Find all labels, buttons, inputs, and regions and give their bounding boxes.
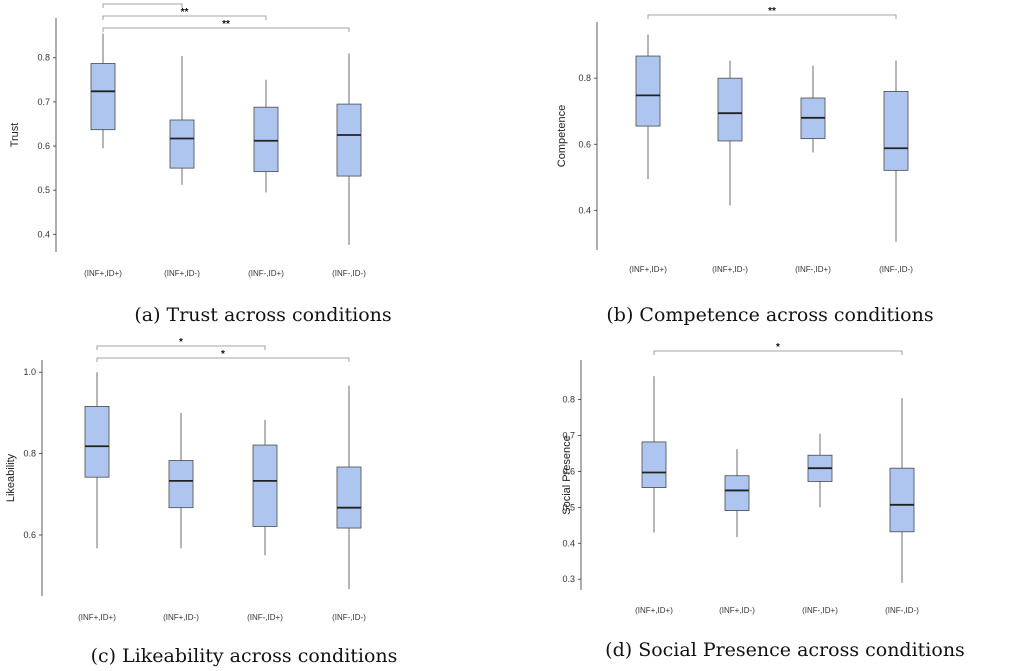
trust-y-tick-label: 0.7 — [37, 97, 50, 107]
likeability-significance-bracket — [96, 345, 266, 350]
competence-significance-bracket — [647, 14, 897, 19]
social-presence-y-tick-label: 0.3 — [562, 574, 575, 584]
likeability-box-4 — [336, 385, 362, 590]
likeability-significance-label: * — [221, 349, 225, 360]
social-presence-box-4 — [889, 398, 915, 583]
competence-significance-label: ** — [768, 6, 776, 17]
iqr-box — [169, 119, 195, 169]
social-presence-y-axis-label: Social Presence — [561, 435, 573, 515]
iqr-box — [635, 55, 661, 127]
trust-box-3 — [253, 79, 279, 193]
likeability-y-tick-label: 0.6 — [23, 530, 36, 540]
trust-box-2 — [169, 55, 195, 185]
competence-x-tick-label: (INF-,ID+) — [795, 265, 831, 274]
iqr-box — [90, 63, 116, 131]
likeability-panel: (c) Likeability across conditions 0.6 0.8… — [5, 337, 397, 667]
social-presence-y-tick-label: 0.5 — [562, 502, 575, 512]
iqr-box — [252, 444, 278, 527]
trust-x-tick-label: (INF+,ID+) — [84, 269, 122, 278]
likeability-box-3 — [252, 419, 278, 556]
trust-x-tick-label: (INF-,ID-) — [332, 269, 366, 278]
social-presence-y-tick-label: 0.7 — [562, 430, 575, 440]
iqr-box — [168, 460, 194, 509]
likeability-y-tick-label: 0.8 — [23, 449, 36, 459]
competence-y-tick-label: 0.6 — [578, 139, 591, 149]
social-presence-x-tick-label: (INF-,ID+) — [802, 606, 838, 615]
trust-y-tick-label: 0.5 — [37, 185, 50, 195]
social-presence-box-1 — [641, 376, 667, 533]
iqr-box — [336, 466, 362, 529]
social-presence-y-tick-label: 0.4 — [562, 538, 575, 548]
trust-box-1 — [90, 33, 116, 149]
social-presence-significance-bracket — [653, 350, 903, 355]
trust-y-tick-label: 0.4 — [37, 229, 50, 239]
competence-box-4 — [883, 60, 909, 242]
trust-box-4 — [336, 53, 362, 245]
likeability-y-axis-label: Likeability — [5, 453, 17, 502]
iqr-box — [717, 77, 743, 142]
iqr-box — [253, 106, 279, 173]
competence-x-tick-label: (INF+,ID-) — [712, 265, 748, 274]
iqr-box — [724, 475, 750, 511]
likeability-y-tick-label: 1.0 — [23, 367, 36, 377]
social-presence-significance-label: * — [776, 342, 780, 353]
trust-x-tick-label: (INF+,ID-) — [164, 269, 200, 278]
likeability-x-tick-label: (INF-,ID+) — [247, 613, 283, 622]
trust-caption: (a) Trust across conditions — [134, 304, 391, 326]
trust-y-tick-label: 0.6 — [37, 141, 50, 151]
iqr-box — [84, 405, 110, 478]
iqr-box — [336, 103, 362, 177]
likeability-x-tick-label: (INF+,ID-) — [163, 613, 199, 622]
competence-box-1 — [635, 34, 661, 179]
trust-significance-bracket — [102, 27, 350, 32]
social-presence-x-tick-label: (INF+,ID+) — [635, 606, 673, 615]
likeability-x-tick-label: (INF-,ID-) — [332, 613, 366, 622]
trust-x-tick-label: (INF-,ID+) — [248, 269, 284, 278]
competence-y-tick-label: 0.4 — [578, 205, 591, 215]
likeability-box-1 — [84, 372, 110, 549]
competence-caption: (b) Competence across conditions — [606, 304, 933, 326]
likeability-significance-bracket — [96, 357, 350, 362]
competence-y-tick-label: 0.8 — [578, 73, 591, 83]
social-presence-x-tick-label: (INF-,ID-) — [885, 606, 919, 615]
trust-significance-label: * — [141, 0, 145, 6]
social-presence-y-tick-label: 0.6 — [562, 466, 575, 476]
social-presence-box-3 — [807, 433, 833, 508]
social-presence-panel: (d) Social Presence across conditions 0.… — [561, 342, 965, 661]
social-presence-y-tick-label: 0.8 — [562, 395, 575, 405]
social-presence-caption: (d) Social Presence across conditions — [605, 639, 965, 661]
likeability-box-2 — [168, 412, 194, 549]
likeability-caption: (c) Likeability across conditions — [91, 645, 398, 667]
competence-panel: (b) Competence across conditions 0.4 0.6 0… — [556, 6, 934, 326]
social-presence-box-2 — [724, 449, 750, 538]
iqr-box — [641, 441, 667, 488]
iqr-box — [889, 467, 915, 533]
competence-box-2 — [717, 60, 743, 206]
trust-significance-bracket — [102, 3, 183, 8]
likeability-significance-label: * — [179, 337, 183, 348]
trust-y-axis-label: Trust — [9, 123, 21, 148]
trust-significance-bracket — [102, 15, 267, 20]
social-presence-x-tick-label: (INF+,ID-) — [719, 606, 755, 615]
iqr-box — [883, 90, 909, 171]
trust-y-tick-label: 0.8 — [37, 53, 50, 63]
trust-panel: (a) Trust across conditions 0.4 0.5 0.6 0.7… — [9, 0, 392, 326]
competence-x-tick-label: (INF+,ID+) — [629, 265, 667, 274]
trust-significance-label: ** — [181, 7, 189, 18]
trust-significance-label: ** — [222, 19, 230, 30]
likeability-x-tick-label: (INF+,ID+) — [78, 613, 116, 622]
competence-x-tick-label: (INF-,ID-) — [879, 265, 913, 274]
competence-box-3 — [800, 65, 826, 153]
competence-y-axis-label: Competence — [556, 105, 568, 167]
